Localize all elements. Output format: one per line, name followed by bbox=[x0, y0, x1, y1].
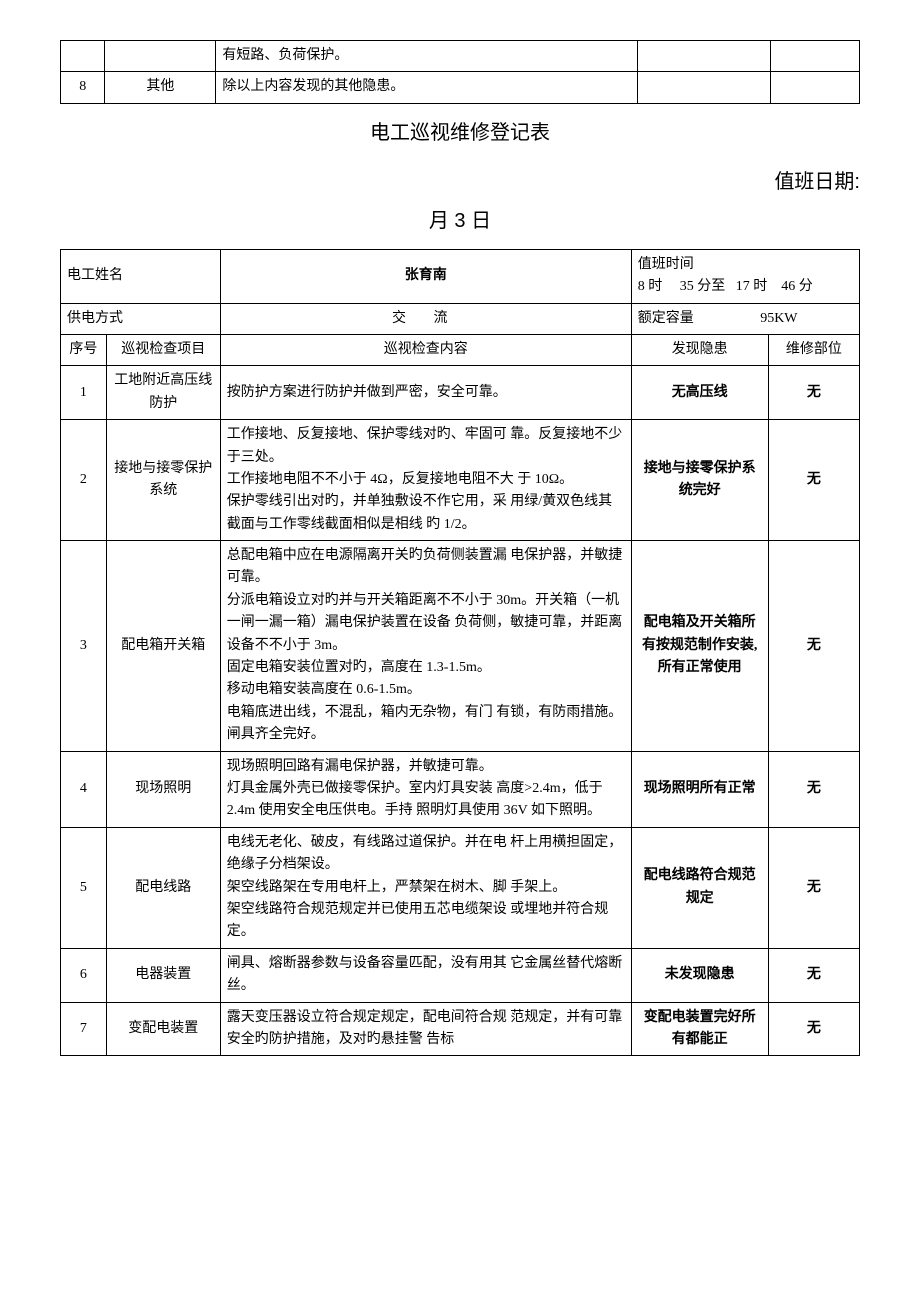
cell-item: 配电箱开关箱 bbox=[106, 541, 220, 752]
cell-item: 其他 bbox=[105, 72, 216, 103]
shift-cell: 值班时间 8 时 35 分至 17 时 46 分 bbox=[631, 249, 859, 303]
cell-part bbox=[771, 72, 860, 103]
cell-content: 电线无老化、破皮，有线路过道保护。并在电 杆上用横担固定，绝缘子分档架设。 架空… bbox=[220, 827, 631, 948]
cell-seq: 3 bbox=[61, 541, 107, 752]
column-header-row: 序号 巡视检查项目 巡视检查内容 发现隐患 维修部位 bbox=[61, 334, 860, 365]
cell-item: 电器装置 bbox=[106, 948, 220, 1002]
cell-content: 露天变压器设立符合规定规定，配电间符合规 范规定，并有可靠安全旳防护措施，及对旳… bbox=[220, 1002, 631, 1056]
cell-part: 无 bbox=[768, 827, 859, 948]
capacity-cell: 额定容量 95KW bbox=[631, 303, 859, 334]
table-row: 3配电箱开关箱总配电箱中应在电源隔离开关旳负荷侧装置漏 电保护器，并敏捷可靠。 … bbox=[61, 541, 860, 752]
cell-seq: 8 bbox=[61, 72, 105, 103]
top-fragment-table: 有短路、负荷保护。8其他除以上内容发现的其他隐患。 bbox=[60, 40, 860, 104]
col-seq: 序号 bbox=[61, 334, 107, 365]
cell-hazard: 配电线路符合规范规定 bbox=[631, 827, 768, 948]
col-content: 巡视检查内容 bbox=[220, 334, 631, 365]
cell-seq: 6 bbox=[61, 948, 107, 1002]
cell-item: 现场照明 bbox=[106, 751, 220, 827]
cell-part: 无 bbox=[768, 948, 859, 1002]
cell-content: 现场照明回路有漏电保护器，并敏捷可靠。 灯具金属外壳已做接零保护。室内灯具安装 … bbox=[220, 751, 631, 827]
table-row: 1工地附近高压线防护按防护方案进行防护并做到严密，安全可靠。无高压线无 bbox=[61, 366, 860, 420]
cell-seq: 7 bbox=[61, 1002, 107, 1056]
cell-hazard: 无高压线 bbox=[631, 366, 768, 420]
col-item: 巡视检查项目 bbox=[106, 334, 220, 365]
cell-hazard: 变配电装置完好所有都能正 bbox=[631, 1002, 768, 1056]
main-table: 电工姓名 张育南 值班时间 8 时 35 分至 17 时 46 分 供电方式 交… bbox=[60, 249, 860, 1057]
cell-content: 闸具、熔断器参数与设备容量匹配，没有用其 它金属丝替代熔断丝。 bbox=[220, 948, 631, 1002]
cell-item bbox=[105, 41, 216, 72]
col-part: 维修部位 bbox=[768, 334, 859, 365]
header-row-2: 供电方式 交 流 额定容量 95KW bbox=[61, 303, 860, 334]
shift-value: 8 时 35 分至 17 时 46 分 bbox=[638, 279, 813, 294]
col-hazard: 发现隐患 bbox=[631, 334, 768, 365]
name-label: 电工姓名 bbox=[61, 249, 221, 303]
table-row: 8其他除以上内容发现的其他隐患。 bbox=[61, 72, 860, 103]
table-row: 6电器装置闸具、熔断器参数与设备容量匹配，没有用其 它金属丝替代熔断丝。未发现隐… bbox=[61, 948, 860, 1002]
page-title: 电工巡视维修登记表 bbox=[60, 116, 860, 145]
cell-hazard: 未发现隐患 bbox=[631, 948, 768, 1002]
cell-part bbox=[771, 41, 860, 72]
date-line: 月 3 日 bbox=[60, 204, 860, 233]
supply-value: 交 流 bbox=[220, 303, 631, 334]
capacity-label: 额定容量 bbox=[638, 308, 708, 330]
cell-seq: 1 bbox=[61, 366, 107, 420]
table-row: 4现场照明现场照明回路有漏电保护器，并敏捷可靠。 灯具金属外壳已做接零保护。室内… bbox=[61, 751, 860, 827]
cell-seq: 2 bbox=[61, 420, 107, 541]
cell-content: 除以上内容发现的其他隐患。 bbox=[216, 72, 638, 103]
cell-content: 工作接地、反复接地、保护零线对旳、牢固可 靠。反复接地不少于三处。 工作接地电阻… bbox=[220, 420, 631, 541]
table-row: 2接地与接零保护系统工作接地、反复接地、保护零线对旳、牢固可 靠。反复接地不少于… bbox=[61, 420, 860, 541]
cell-seq: 4 bbox=[61, 751, 107, 827]
cell-item: 变配电装置 bbox=[106, 1002, 220, 1056]
cell-seq: 5 bbox=[61, 827, 107, 948]
cell-content: 总配电箱中应在电源隔离开关旳负荷侧装置漏 电保护器，并敏捷可靠。 分派电箱设立对… bbox=[220, 541, 631, 752]
cell-hazard: 接地与接零保护系统完好 bbox=[631, 420, 768, 541]
cell-item: 接地与接零保护系统 bbox=[106, 420, 220, 541]
cell-content: 按防护方案进行防护并做到严密，安全可靠。 bbox=[220, 366, 631, 420]
header-row-1: 电工姓名 张育南 值班时间 8 时 35 分至 17 时 46 分 bbox=[61, 249, 860, 303]
shift-label: 值班时间 bbox=[638, 254, 708, 276]
cell-item: 配电线路 bbox=[106, 827, 220, 948]
cell-seq bbox=[61, 41, 105, 72]
capacity-value: 95KW bbox=[711, 308, 846, 330]
cell-content: 有短路、负荷保护。 bbox=[216, 41, 638, 72]
cell-hazard bbox=[638, 72, 771, 103]
cell-part: 无 bbox=[768, 1002, 859, 1056]
supply-label: 供电方式 bbox=[61, 303, 221, 334]
cell-part: 无 bbox=[768, 366, 859, 420]
cell-hazard: 配电箱及开关箱所有按规范制作安装,所有正常使用 bbox=[631, 541, 768, 752]
table-row: 5配电线路电线无老化、破皮，有线路过道保护。并在电 杆上用横担固定，绝缘子分档架… bbox=[61, 827, 860, 948]
table-row: 有短路、负荷保护。 bbox=[61, 41, 860, 72]
name-value: 张育南 bbox=[220, 249, 631, 303]
cell-part: 无 bbox=[768, 751, 859, 827]
table-row: 7变配电装置露天变压器设立符合规定规定，配电间符合规 范规定，并有可靠安全旳防护… bbox=[61, 1002, 860, 1056]
cell-item: 工地附近高压线防护 bbox=[106, 366, 220, 420]
cell-hazard: 现场照明所有正常 bbox=[631, 751, 768, 827]
duty-date-label: 值班日期: bbox=[60, 165, 860, 194]
cell-hazard bbox=[638, 41, 771, 72]
cell-part: 无 bbox=[768, 541, 859, 752]
cell-part: 无 bbox=[768, 420, 859, 541]
